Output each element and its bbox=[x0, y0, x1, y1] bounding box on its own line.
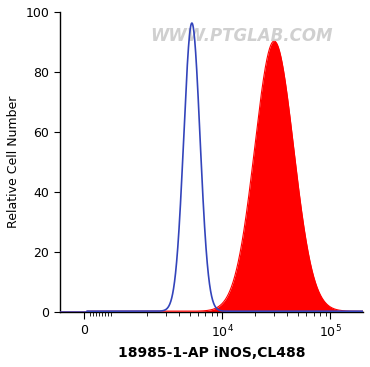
Text: WWW.PTGLAB.COM: WWW.PTGLAB.COM bbox=[151, 27, 333, 45]
X-axis label: 18985-1-AP iNOS,CL488: 18985-1-AP iNOS,CL488 bbox=[118, 346, 305, 360]
Y-axis label: Relative Cell Number: Relative Cell Number bbox=[7, 96, 20, 228]
